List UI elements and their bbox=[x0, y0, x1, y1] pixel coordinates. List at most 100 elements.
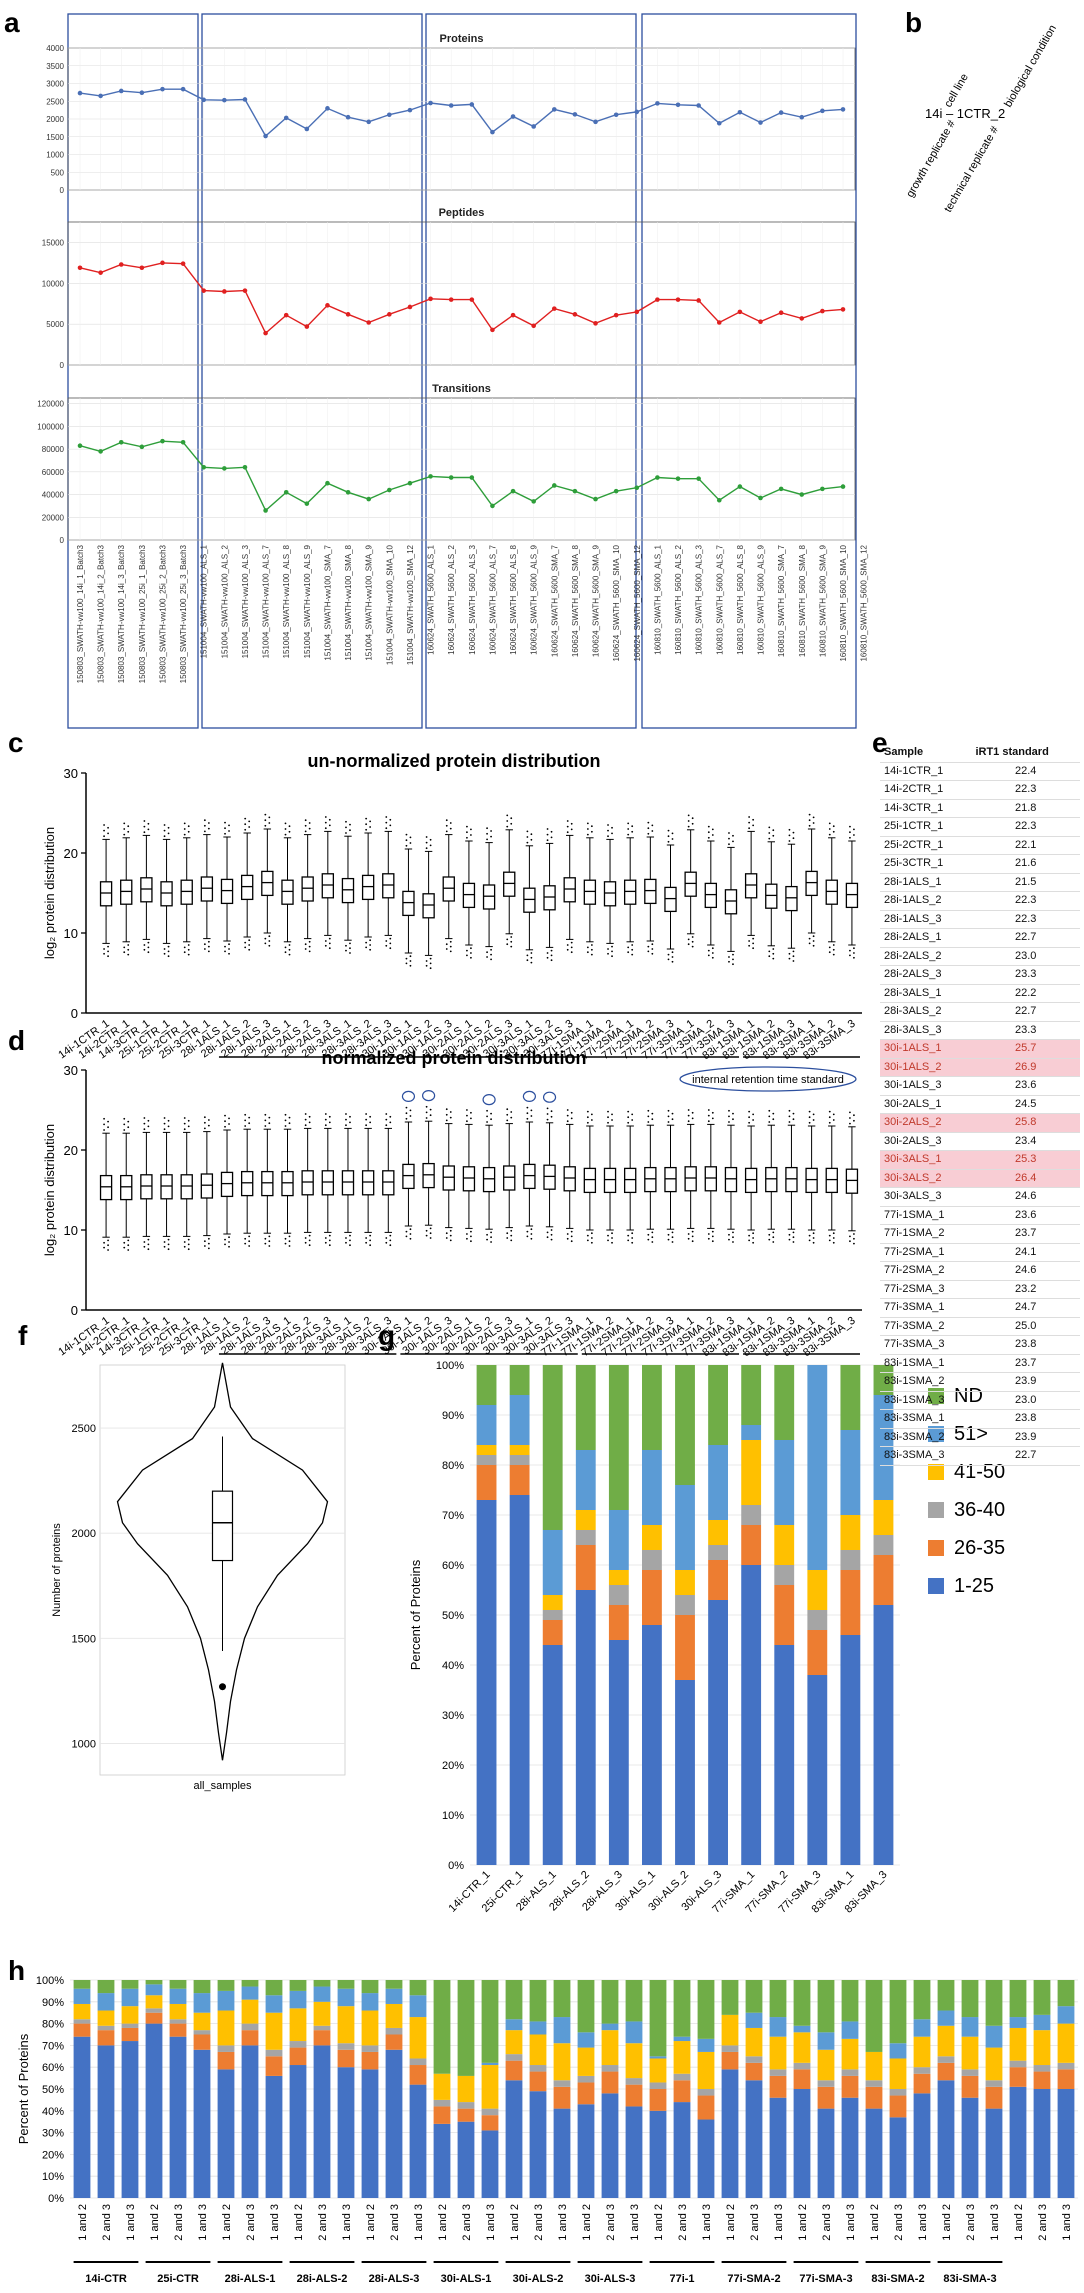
y-tick-label: 80% bbox=[442, 1460, 464, 1472]
x-tick-label: 151004_SWATH-vw100_SMA_9 bbox=[365, 544, 374, 660]
outlier-point bbox=[611, 955, 613, 958]
outlier-point bbox=[288, 944, 291, 946]
outlier-point bbox=[324, 1118, 327, 1121]
stacked-bar-segment bbox=[649, 2082, 667, 2089]
outlier-point bbox=[470, 1235, 472, 1238]
table-cell-sample: 77i-1SMA_2 bbox=[880, 1224, 972, 1244]
outlier-point bbox=[127, 1126, 130, 1129]
outlier-point bbox=[304, 1113, 307, 1115]
outlier-point bbox=[691, 1235, 694, 1238]
y-tick-label: 80000 bbox=[42, 445, 65, 454]
outlier-point bbox=[526, 1112, 529, 1115]
outlier-point bbox=[449, 950, 452, 953]
y-tick-label: 90% bbox=[442, 1410, 464, 1422]
outlier-point bbox=[586, 946, 589, 949]
data-point bbox=[180, 86, 186, 92]
outlier-point bbox=[123, 822, 126, 825]
outlier-point bbox=[812, 1113, 815, 1116]
outlier-point bbox=[187, 1125, 190, 1128]
stacked-bar-segment bbox=[708, 1600, 728, 1865]
group-label: 28i-ALS-2 bbox=[297, 2273, 348, 2285]
outlier-point bbox=[828, 951, 831, 954]
stacked-bar-segment bbox=[721, 2014, 739, 2046]
outlier-point bbox=[550, 1115, 553, 1118]
stacked-bar-segment bbox=[289, 2008, 307, 2042]
outlier-point bbox=[365, 1124, 368, 1127]
outlier-point bbox=[627, 833, 630, 836]
outlier-point bbox=[570, 1230, 573, 1233]
outlier-point bbox=[570, 822, 573, 825]
y-tick-label: 100% bbox=[436, 1360, 464, 1372]
stacked-bar-segment bbox=[642, 1365, 662, 1450]
outlier-point bbox=[651, 830, 654, 832]
outlier-point bbox=[429, 1232, 432, 1235]
outlier-point bbox=[203, 948, 206, 950]
stacked-bar-segment bbox=[675, 1570, 695, 1595]
legend-swatch bbox=[928, 1540, 944, 1556]
stacked-bar-segment bbox=[217, 2051, 235, 2070]
outlier-point bbox=[566, 1109, 569, 1111]
stacked-bar-segment bbox=[542, 1645, 563, 1865]
outlier-point bbox=[127, 953, 130, 956]
outlier-point bbox=[707, 825, 710, 828]
violin-outline bbox=[116, 1362, 329, 1761]
outlier-point bbox=[546, 952, 549, 954]
outlier-point bbox=[752, 937, 755, 940]
outlier-point bbox=[183, 946, 186, 949]
outlier-point bbox=[328, 937, 331, 940]
table-cell-value: 22.3 bbox=[971, 817, 1080, 837]
outlier-point bbox=[389, 1115, 392, 1118]
outlier-point bbox=[163, 1241, 166, 1243]
outlier-point bbox=[808, 942, 811, 945]
outlier-point bbox=[550, 954, 553, 957]
outlier-point bbox=[732, 840, 734, 843]
outlier-point bbox=[651, 948, 654, 950]
data-point bbox=[263, 133, 268, 139]
table-row: 83i-1SMA_2 23.9 bbox=[880, 1372, 1080, 1392]
x-tick-label: 1 and 3 bbox=[557, 2204, 569, 2241]
outlier-point bbox=[429, 1227, 432, 1230]
data-point bbox=[180, 440, 186, 445]
outlier-point bbox=[328, 1244, 331, 1247]
outlier-point bbox=[103, 824, 105, 826]
outlier-point bbox=[187, 953, 190, 956]
stacked-bar-segment bbox=[265, 2012, 283, 2050]
outlier-point bbox=[510, 940, 513, 943]
x-tick-label: 1 and 2 bbox=[725, 2204, 737, 2241]
outlier-point bbox=[687, 1233, 690, 1235]
outlier-point bbox=[167, 1243, 170, 1246]
outlier-point bbox=[425, 960, 428, 962]
outlier-point bbox=[345, 1118, 347, 1121]
stacked-bar-segment bbox=[553, 2043, 571, 2081]
table-cell-sample: 30i-1ALS_1 bbox=[880, 1039, 972, 1059]
data-point bbox=[510, 312, 516, 318]
box bbox=[140, 1174, 153, 1200]
outlier-point bbox=[288, 948, 291, 951]
outlier-point bbox=[590, 1232, 593, 1235]
stacked-bar-segment bbox=[97, 2030, 115, 2046]
outlier-point bbox=[486, 1115, 488, 1118]
outlier-point bbox=[707, 836, 710, 839]
outlier-point bbox=[328, 947, 331, 950]
outlier-point bbox=[550, 1233, 553, 1236]
stacked-bar-segment bbox=[774, 1645, 795, 1865]
data-point bbox=[778, 310, 784, 316]
outlier-point bbox=[385, 827, 388, 830]
data-point bbox=[118, 440, 124, 445]
stacked-bar-segment bbox=[985, 2047, 1003, 2081]
outlier-point bbox=[228, 948, 230, 950]
x-tick-label: 1 and 2 bbox=[581, 2204, 593, 2241]
outlier-point bbox=[671, 1118, 674, 1121]
outlier-point bbox=[369, 1244, 372, 1247]
data-point bbox=[428, 296, 433, 302]
stacked-bar-segment bbox=[697, 2119, 715, 2198]
box bbox=[321, 1170, 335, 1196]
outlier-point bbox=[691, 1230, 694, 1233]
stacked-bar-segment bbox=[542, 1620, 563, 1645]
x-tick-label: 2 and 3 bbox=[605, 2204, 617, 2241]
table-row: 77i-2SMA_3 23.2 bbox=[880, 1280, 1080, 1299]
stacked-bar-segment bbox=[241, 2030, 259, 2046]
data-point bbox=[593, 321, 598, 326]
outlier-point bbox=[324, 1124, 327, 1127]
box bbox=[200, 1173, 214, 1199]
